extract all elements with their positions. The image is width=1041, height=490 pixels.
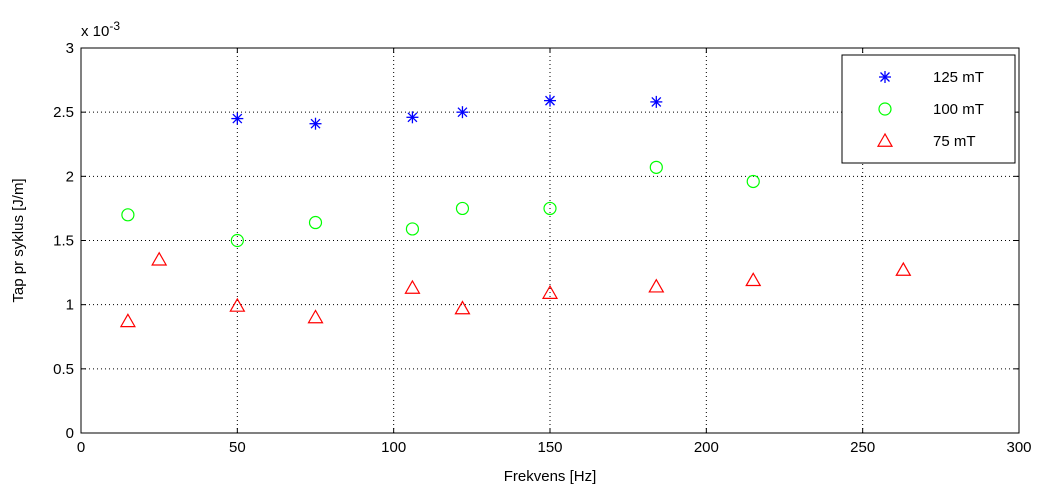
legend-label: 125 mT — [933, 69, 984, 86]
data-point-triangle — [151, 251, 168, 266]
x-tick-label: 100 — [381, 439, 406, 456]
data-point-triangle — [229, 297, 246, 312]
axis-ticks: 0 50 100 150 200 250 300 0 0.5 1 1.5 2 2.5 3 — [53, 40, 1031, 456]
legend-item: 100 mT — [878, 101, 984, 118]
legend-marker-circle — [878, 102, 892, 116]
legend-label: 100 mT — [933, 101, 984, 118]
x-tick-label: 300 — [1006, 439, 1031, 456]
legend: 125 mT 100 mT 75 mT — [841, 54, 1016, 164]
data-point-triangle — [541, 284, 559, 299]
data-point-triangle — [119, 313, 136, 328]
x-tick-label: 0 — [77, 439, 85, 456]
data-point-asterisk — [650, 95, 663, 108]
y-tick-label: 2.5 — [53, 104, 74, 121]
y-tick-label: 0.5 — [53, 361, 74, 378]
data-point-triangle — [745, 272, 762, 287]
x-tick-label: 250 — [850, 439, 875, 456]
x-tick-label: 150 — [537, 439, 562, 456]
series-1 — [121, 160, 760, 248]
y-tick-label: 1 — [66, 297, 74, 314]
series-2 — [119, 251, 912, 328]
y-tick-label: 0 — [66, 425, 74, 442]
legend-marker-triangle — [876, 132, 894, 147]
data-point-circle — [455, 201, 470, 216]
data-point-asterisk — [544, 94, 556, 107]
grid — [81, 48, 1019, 433]
legend-item: 125 mT — [879, 69, 984, 86]
data-point-asterisk — [406, 111, 419, 124]
legend-label: 75 mT — [933, 133, 976, 150]
data-point-asterisk — [456, 106, 469, 119]
data-point-asterisk — [309, 117, 322, 130]
x-tick-label: 200 — [694, 439, 719, 456]
data-point-triangle — [895, 261, 912, 276]
data-point-circle — [543, 201, 557, 216]
legend-marker-asterisk — [879, 71, 891, 83]
x-axis-label: Frekvens [Hz] — [504, 468, 597, 485]
y-tick-label: 3 — [66, 40, 74, 57]
data-point-triangle — [404, 279, 421, 294]
data-point-triangle — [307, 309, 324, 324]
data-point-asterisk — [231, 112, 244, 125]
y-exponent-label: x 10-3 — [81, 19, 120, 40]
legend-box — [841, 54, 1016, 164]
y-tick-label: 1.5 — [53, 233, 74, 250]
data-markers — [119, 94, 912, 328]
data-point-triangle — [648, 278, 665, 293]
data-point-circle — [230, 233, 244, 248]
data-point-circle — [405, 222, 420, 236]
x-tick-label: 50 — [229, 439, 246, 456]
legend-item: 75 mT — [876, 132, 976, 150]
data-point-circle — [649, 160, 663, 174]
series-0 — [231, 94, 663, 130]
data-point-circle — [121, 208, 135, 222]
y-exponent-base: x 10 — [81, 23, 109, 40]
data-point-triangle — [454, 300, 471, 315]
y-axis-label: Tap pr syklus [J/m] — [10, 178, 27, 302]
y-exponent-power: -3 — [109, 19, 120, 33]
y-tick-label: 2 — [66, 168, 74, 185]
data-point-circle — [746, 174, 760, 189]
data-point-circle — [308, 215, 323, 230]
